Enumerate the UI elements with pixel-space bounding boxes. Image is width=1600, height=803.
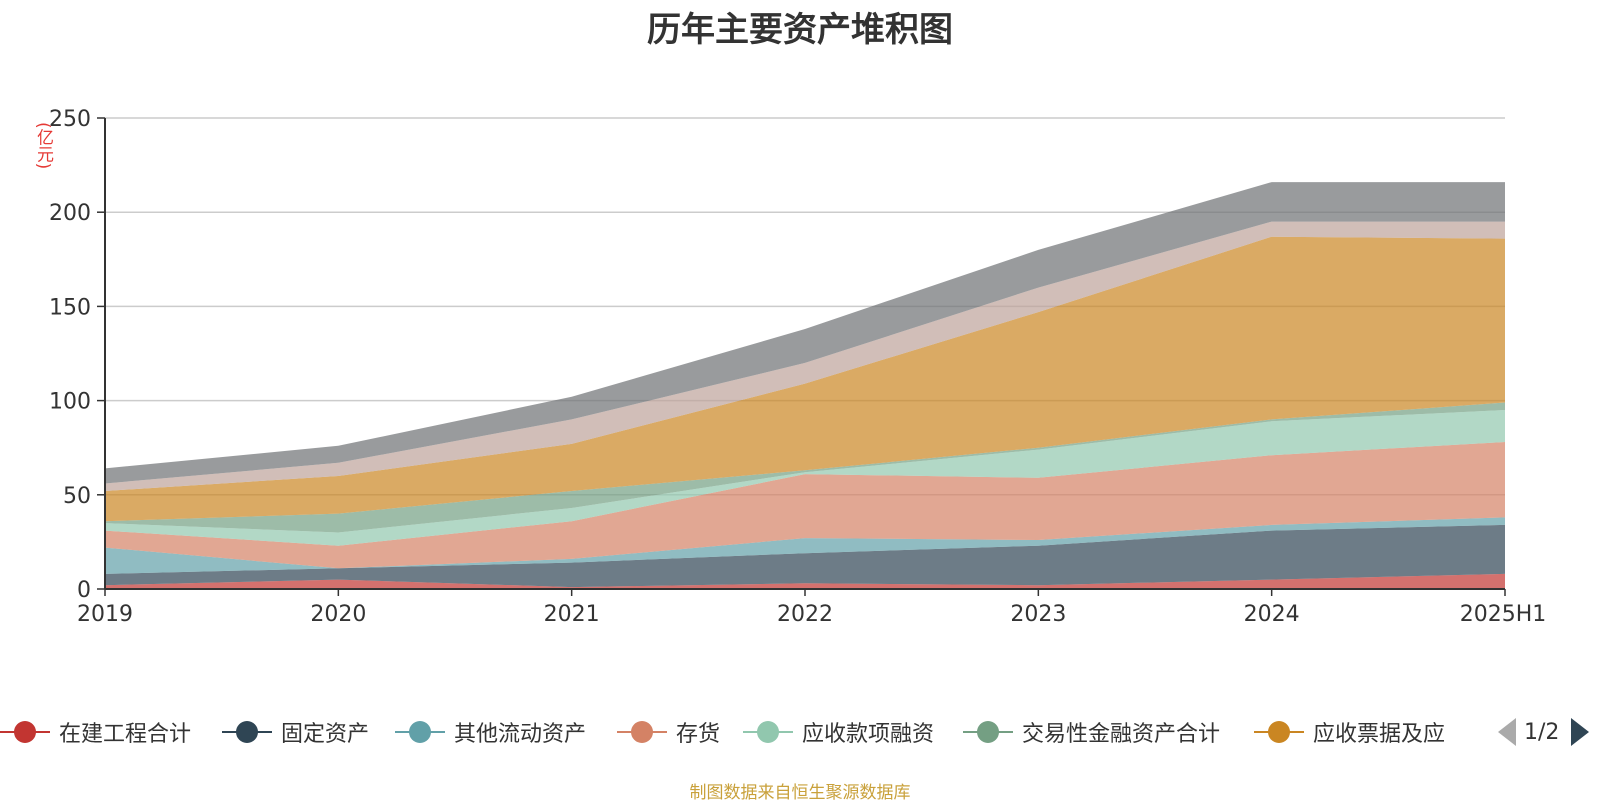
- area-series-3: [105, 517, 1505, 574]
- legend-label: 存货: [676, 722, 721, 747]
- legend-marker-icon: [963, 714, 1013, 750]
- legend-pager: 1/2: [1498, 714, 1590, 750]
- legend-prev-page-icon[interactable]: [1498, 718, 1516, 746]
- legend-label: 交易性金融资产合计: [1022, 722, 1221, 747]
- legend: 在建工程合计 固定资产 其他流动资产 存货 应收款项融资 交易性金融资产合计 应收票据及应: [0, 714, 1600, 750]
- area-series-group: [105, 182, 1505, 589]
- x-tick-label: 2020: [310, 602, 366, 627]
- area-series-1: [105, 573, 1505, 589]
- x-tick-label: 2024: [1244, 602, 1300, 627]
- axes: 0 50 100 150 200 250 2019 2020 2021 2022 2023 2024 2…: [49, 107, 1546, 627]
- area-series-2: [105, 524, 1505, 588]
- legend-item[interactable]: 存货: [617, 714, 720, 750]
- legend-item[interactable]: 固定资产: [222, 714, 369, 750]
- y-tick-label: 200: [49, 201, 91, 226]
- legend-label: 应收款项融资: [802, 722, 935, 747]
- legend-label: 在建工程合计: [59, 722, 192, 747]
- y-tick-label: 50: [63, 484, 91, 509]
- legend-marker-icon: [743, 714, 793, 750]
- x-tick-label: 2025H1: [1460, 602, 1547, 627]
- x-tick-label: 2023: [1010, 602, 1066, 627]
- data-source-note: 制图数据来自恒生聚源数据库: [689, 783, 911, 803]
- legend-marker-icon: [1254, 714, 1304, 750]
- legend-marker-icon: [0, 714, 50, 750]
- legend-next-page-icon[interactable]: [1571, 718, 1590, 746]
- stacked-area-chart: 0 50 100 150 200 250 2019 2020 2021 2022 2023 2024 2…: [49, 107, 1546, 627]
- legend-item[interactable]: 其他流动资产: [395, 714, 586, 750]
- area-series-9: [105, 182, 1505, 484]
- legend-label: 应收票据及应: [1313, 722, 1446, 747]
- y-tick-label: 250: [49, 107, 91, 132]
- legend-page-indicator: 1/2: [1524, 719, 1560, 745]
- area-series-5: [105, 410, 1505, 546]
- area-series-4: [105, 442, 1505, 569]
- legend-marker-icon: [617, 714, 667, 750]
- x-tick-label: 2022: [777, 602, 833, 627]
- x-tick-label: 2021: [544, 602, 600, 627]
- y-axis-unit-label: (亿元): [33, 122, 53, 170]
- x-tick-label: 2019: [77, 602, 133, 627]
- legend-marker-icon: [222, 714, 272, 750]
- legend-item[interactable]: 应收款项融资: [743, 714, 934, 750]
- chart-title: 历年主要资产堆积图: [647, 10, 953, 50]
- legend-item[interactable]: 在建工程合计: [0, 714, 191, 750]
- y-tick-label: 0: [77, 578, 91, 603]
- legend-item[interactable]: 应收票据及应: [1254, 714, 1445, 750]
- legend-label: 其他流动资产: [454, 722, 587, 747]
- y-tick-label: 150: [49, 295, 91, 320]
- area-series-6: [105, 402, 1505, 533]
- y-tick-label: 100: [49, 390, 91, 415]
- legend-label: 固定资产: [281, 722, 370, 747]
- legend-marker-icon: [395, 714, 445, 750]
- legend-item[interactable]: 交易性金融资产合计: [963, 714, 1220, 750]
- area-series-7: [105, 236, 1505, 522]
